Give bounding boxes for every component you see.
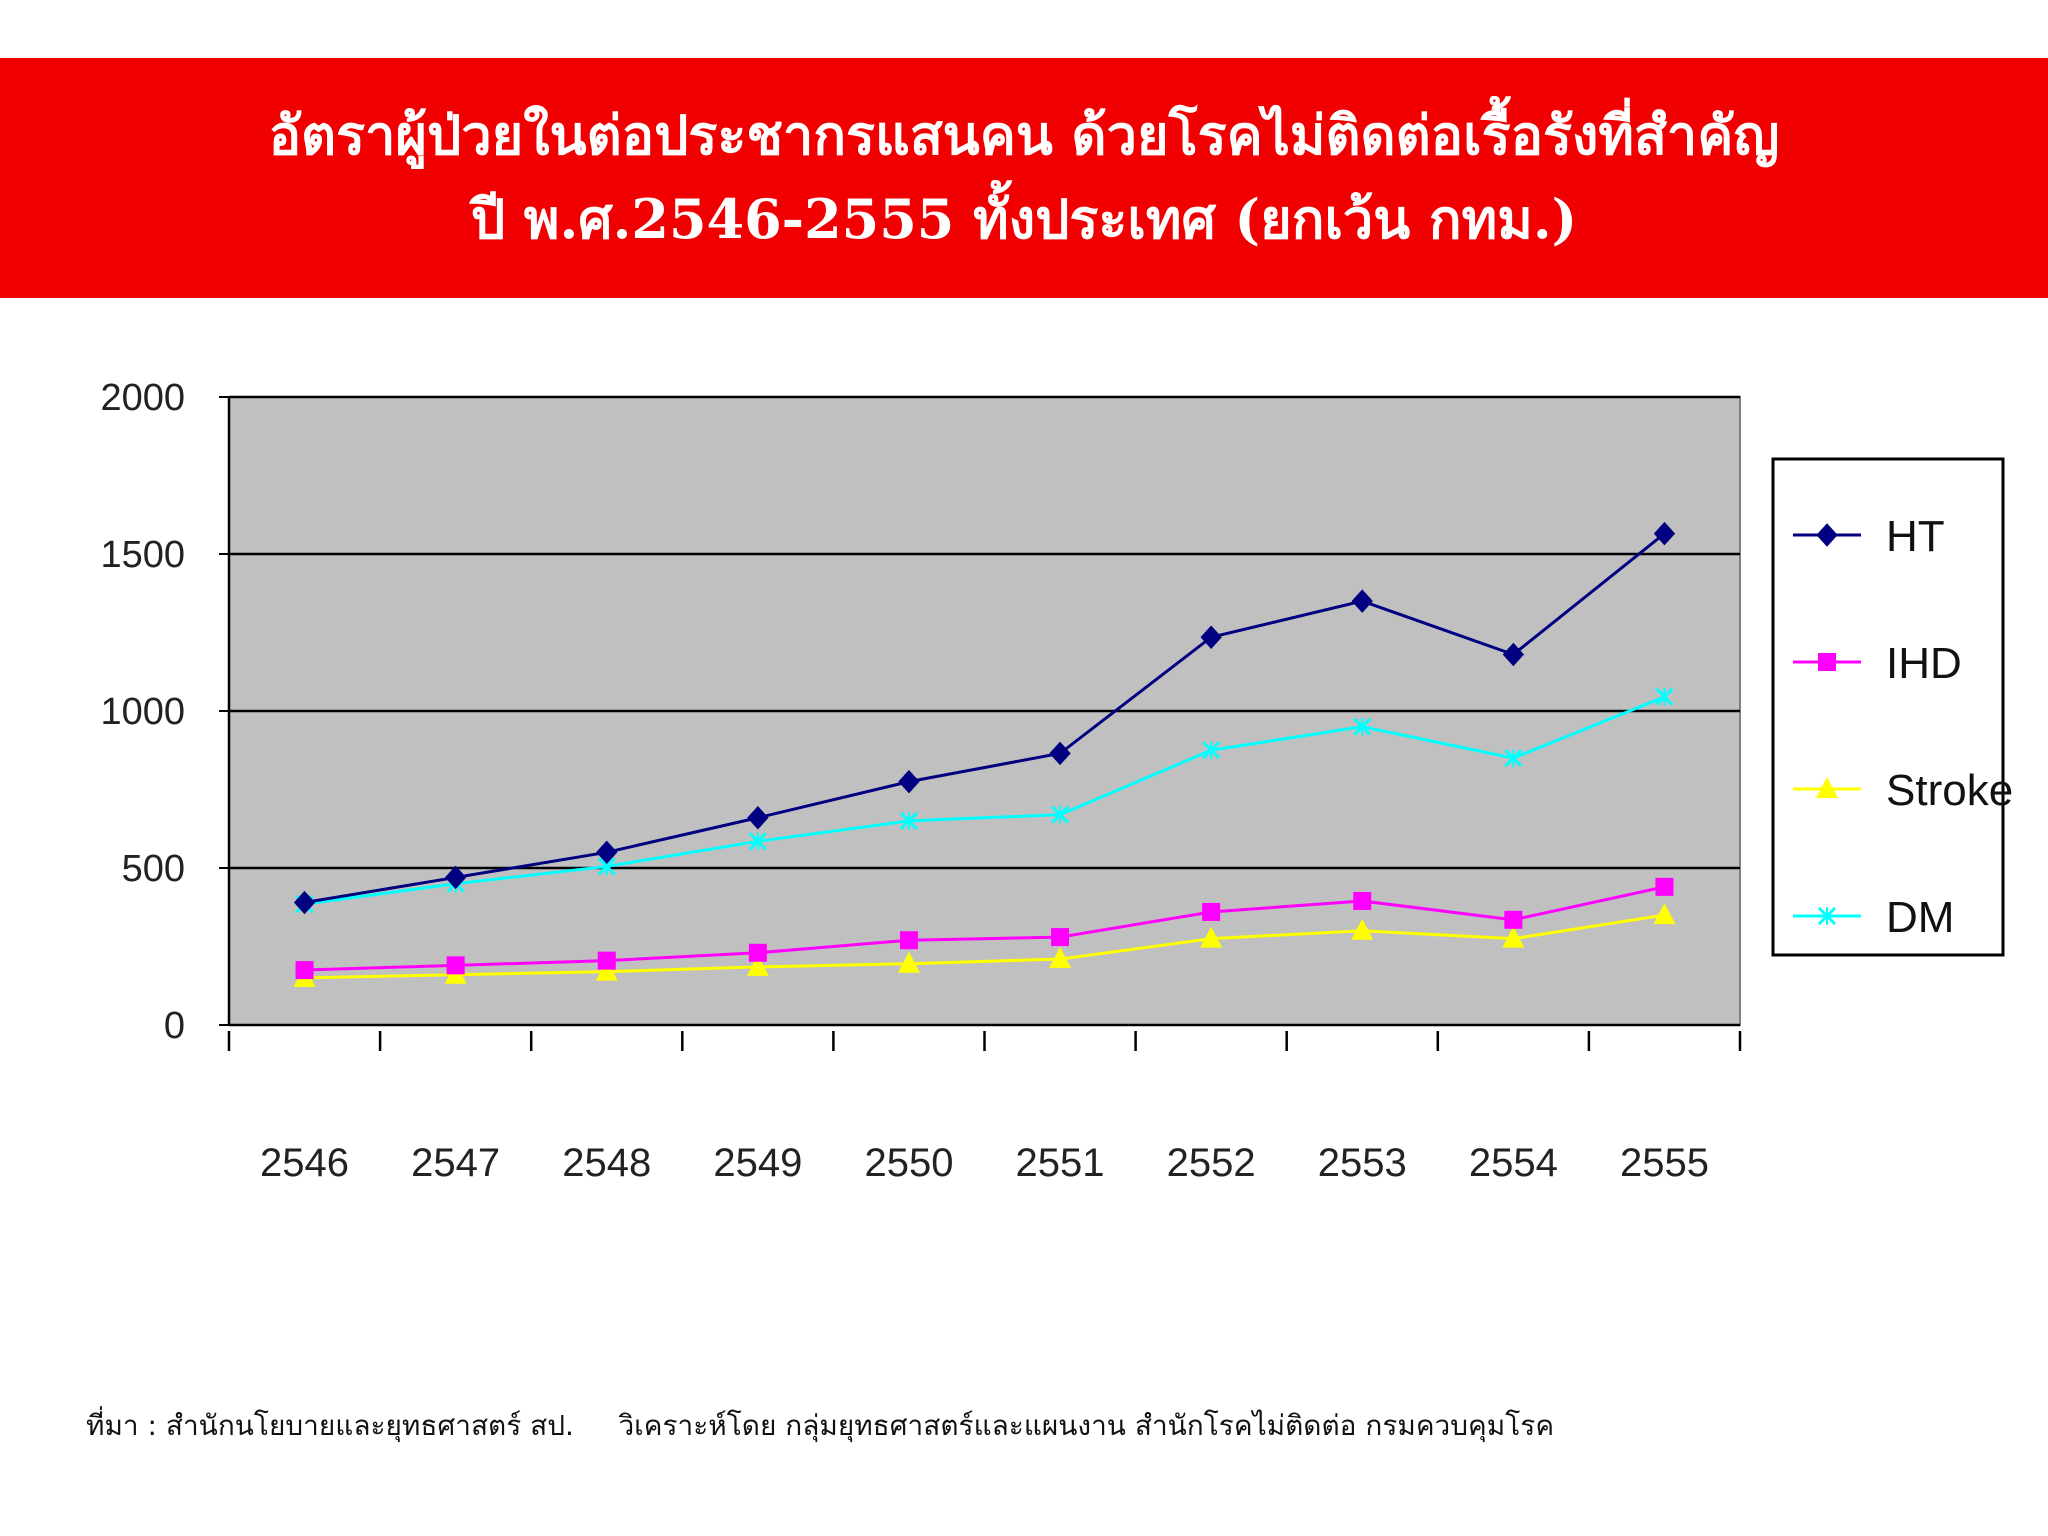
data-point-ihd-2550-shape bbox=[899, 931, 918, 950]
data-point-ihd-2550 bbox=[899, 931, 918, 950]
legend-marker-ht bbox=[1816, 523, 1838, 547]
data-point-ht-2551-shape bbox=[1049, 741, 1071, 766]
y-tick-label: 1500 bbox=[100, 534, 185, 576]
legend-marker-ht-shape bbox=[1816, 523, 1838, 547]
data-point-ihd-2555-shape bbox=[1655, 877, 1674, 896]
data-point-ihd-2547-shape bbox=[446, 956, 465, 975]
legend-marker-dm bbox=[1817, 906, 1837, 926]
data-point-dm-2555 bbox=[1655, 687, 1674, 706]
data-point-ht-2547 bbox=[444, 865, 467, 890]
x-tick-label: 2546 bbox=[260, 1141, 349, 1185]
data-point-ht-2547-shape bbox=[444, 865, 467, 890]
data-point-stroke-2550 bbox=[897, 951, 920, 973]
legend-box bbox=[1771, 457, 2005, 957]
data-point-ihd-2546-shape bbox=[295, 961, 314, 980]
chart-title-line-2: ปี พ.ศ.2546-2555 ทั้งประเทศ (ยกเว้น กทม.… bbox=[470, 187, 1578, 251]
x-tick-label: 2550 bbox=[864, 1141, 953, 1185]
data-point-ihd-2553-shape bbox=[1353, 891, 1372, 910]
data-point-dm-2551 bbox=[1050, 805, 1070, 824]
data-point-ht-2549 bbox=[747, 806, 769, 830]
data-point-dm-2550 bbox=[899, 811, 919, 830]
data-point-ht-2550-shape bbox=[898, 769, 920, 794]
data-point-ht-2552 bbox=[1200, 625, 1222, 649]
data-point-stroke-2549 bbox=[746, 954, 769, 976]
x-tick-label: 2552 bbox=[1167, 1141, 1256, 1185]
x-tick-label: 2548 bbox=[562, 1141, 651, 1185]
y-tick-label: 2000 bbox=[100, 377, 185, 419]
data-point-stroke-2551 bbox=[1049, 947, 1072, 969]
x-tick-label: 2551 bbox=[1016, 1141, 1105, 1185]
data-point-stroke-2548 bbox=[595, 959, 618, 981]
data-point-ht-2549-shape bbox=[747, 806, 769, 830]
data-point-ht-2554 bbox=[1502, 642, 1525, 667]
title-banner: อัตราผู้ป่วยในต่อประชากรแสนคน ด้วยโรคไม่… bbox=[0, 58, 2048, 298]
data-point-ht-2548 bbox=[596, 840, 618, 865]
data-point-ihd-2554 bbox=[1504, 910, 1523, 929]
data-point-dm-2549 bbox=[748, 832, 767, 851]
source-note: ที่มา : สำนักนโยบายและยุทธศาสตร์ สป. วิเ… bbox=[86, 1409, 1555, 1442]
data-point-stroke-2552-shape bbox=[1200, 926, 1223, 948]
data-point-ht-2553 bbox=[1351, 589, 1373, 613]
chart-title-line-1: อัตราผู้ป่วยในต่อประชากรแสนคน ด้วยโรคไม่… bbox=[268, 103, 1780, 168]
data-point-stroke-2549-shape bbox=[746, 954, 769, 976]
series-line-stroke bbox=[304, 913, 1665, 980]
x-tick-label: 2549 bbox=[713, 1141, 802, 1185]
data-point-stroke-2555-shape bbox=[1653, 903, 1676, 925]
legend-marker-stroke-shape bbox=[1816, 777, 1838, 798]
legend-label-dm: DM bbox=[1886, 893, 1954, 942]
y-tick-label: 0 bbox=[164, 1005, 185, 1047]
data-point-stroke-2551-shape bbox=[1049, 947, 1072, 969]
data-point-stroke-2555 bbox=[1653, 903, 1676, 925]
data-point-ihd-2548 bbox=[597, 951, 616, 970]
data-point-ht-2553-shape bbox=[1351, 589, 1373, 613]
data-point-dm-2554 bbox=[1504, 749, 1523, 768]
legend-label-ihd: IHD bbox=[1886, 639, 1962, 688]
data-point-ht-2548-shape bbox=[596, 840, 618, 865]
data-point-ht-2552-shape bbox=[1200, 625, 1222, 649]
x-tick-label: 2553 bbox=[1318, 1141, 1407, 1185]
series-line-dm bbox=[304, 695, 1666, 906]
data-point-stroke-2552 bbox=[1200, 926, 1223, 948]
data-point-ihd-2553 bbox=[1353, 891, 1372, 910]
data-point-ihd-2549-shape bbox=[748, 943, 767, 962]
x-tick-label: 2554 bbox=[1469, 1141, 1558, 1185]
data-point-ht-2555 bbox=[1653, 521, 1676, 546]
data-point-stroke-2553 bbox=[1351, 918, 1374, 940]
series-line-ht bbox=[304, 532, 1666, 905]
x-tick-label: 2547 bbox=[411, 1141, 500, 1185]
data-point-ht-2555-shape bbox=[1653, 521, 1676, 546]
data-point-ht-2546 bbox=[293, 890, 316, 915]
legend-marker-stroke bbox=[1816, 777, 1838, 798]
data-point-ihd-2551 bbox=[1051, 928, 1070, 947]
data-point-ihd-2549 bbox=[748, 943, 767, 962]
series-line-ihd bbox=[304, 885, 1665, 972]
data-point-stroke-2550-shape bbox=[897, 951, 920, 973]
data-point-dm-2553 bbox=[1353, 717, 1372, 736]
legend-label-ht: HT bbox=[1886, 512, 1945, 561]
data-point-stroke-2548-shape bbox=[595, 959, 618, 981]
x-tick-label: 2555 bbox=[1620, 1141, 1709, 1185]
data-point-ht-2551 bbox=[1049, 741, 1071, 766]
y-tick-label: 1000 bbox=[100, 691, 185, 733]
data-point-ihd-2548-shape bbox=[597, 951, 616, 970]
data-point-ihd-2552 bbox=[1202, 902, 1221, 921]
y-tick-label: 500 bbox=[122, 848, 185, 890]
data-point-ihd-2551-shape bbox=[1051, 928, 1070, 947]
data-point-ht-2546-shape bbox=[293, 890, 316, 915]
legend-marker-ihd-shape bbox=[1818, 653, 1836, 671]
data-point-stroke-2554-shape bbox=[1502, 926, 1525, 948]
legend-label-stroke: Stroke bbox=[1886, 766, 2013, 815]
data-point-ht-2550 bbox=[898, 769, 920, 794]
data-point-ht-2554-shape bbox=[1502, 642, 1525, 667]
data-point-ihd-2547 bbox=[446, 956, 465, 975]
data-point-dm-2552 bbox=[1202, 741, 1221, 760]
data-point-ihd-2546 bbox=[295, 961, 314, 980]
data-point-stroke-2553-shape bbox=[1351, 918, 1374, 940]
legend-marker-ihd bbox=[1818, 653, 1836, 671]
data-point-ihd-2554-shape bbox=[1504, 910, 1523, 929]
data-point-ihd-2555 bbox=[1655, 877, 1674, 896]
data-point-stroke-2554 bbox=[1502, 926, 1525, 948]
data-point-ihd-2552-shape bbox=[1202, 902, 1221, 921]
